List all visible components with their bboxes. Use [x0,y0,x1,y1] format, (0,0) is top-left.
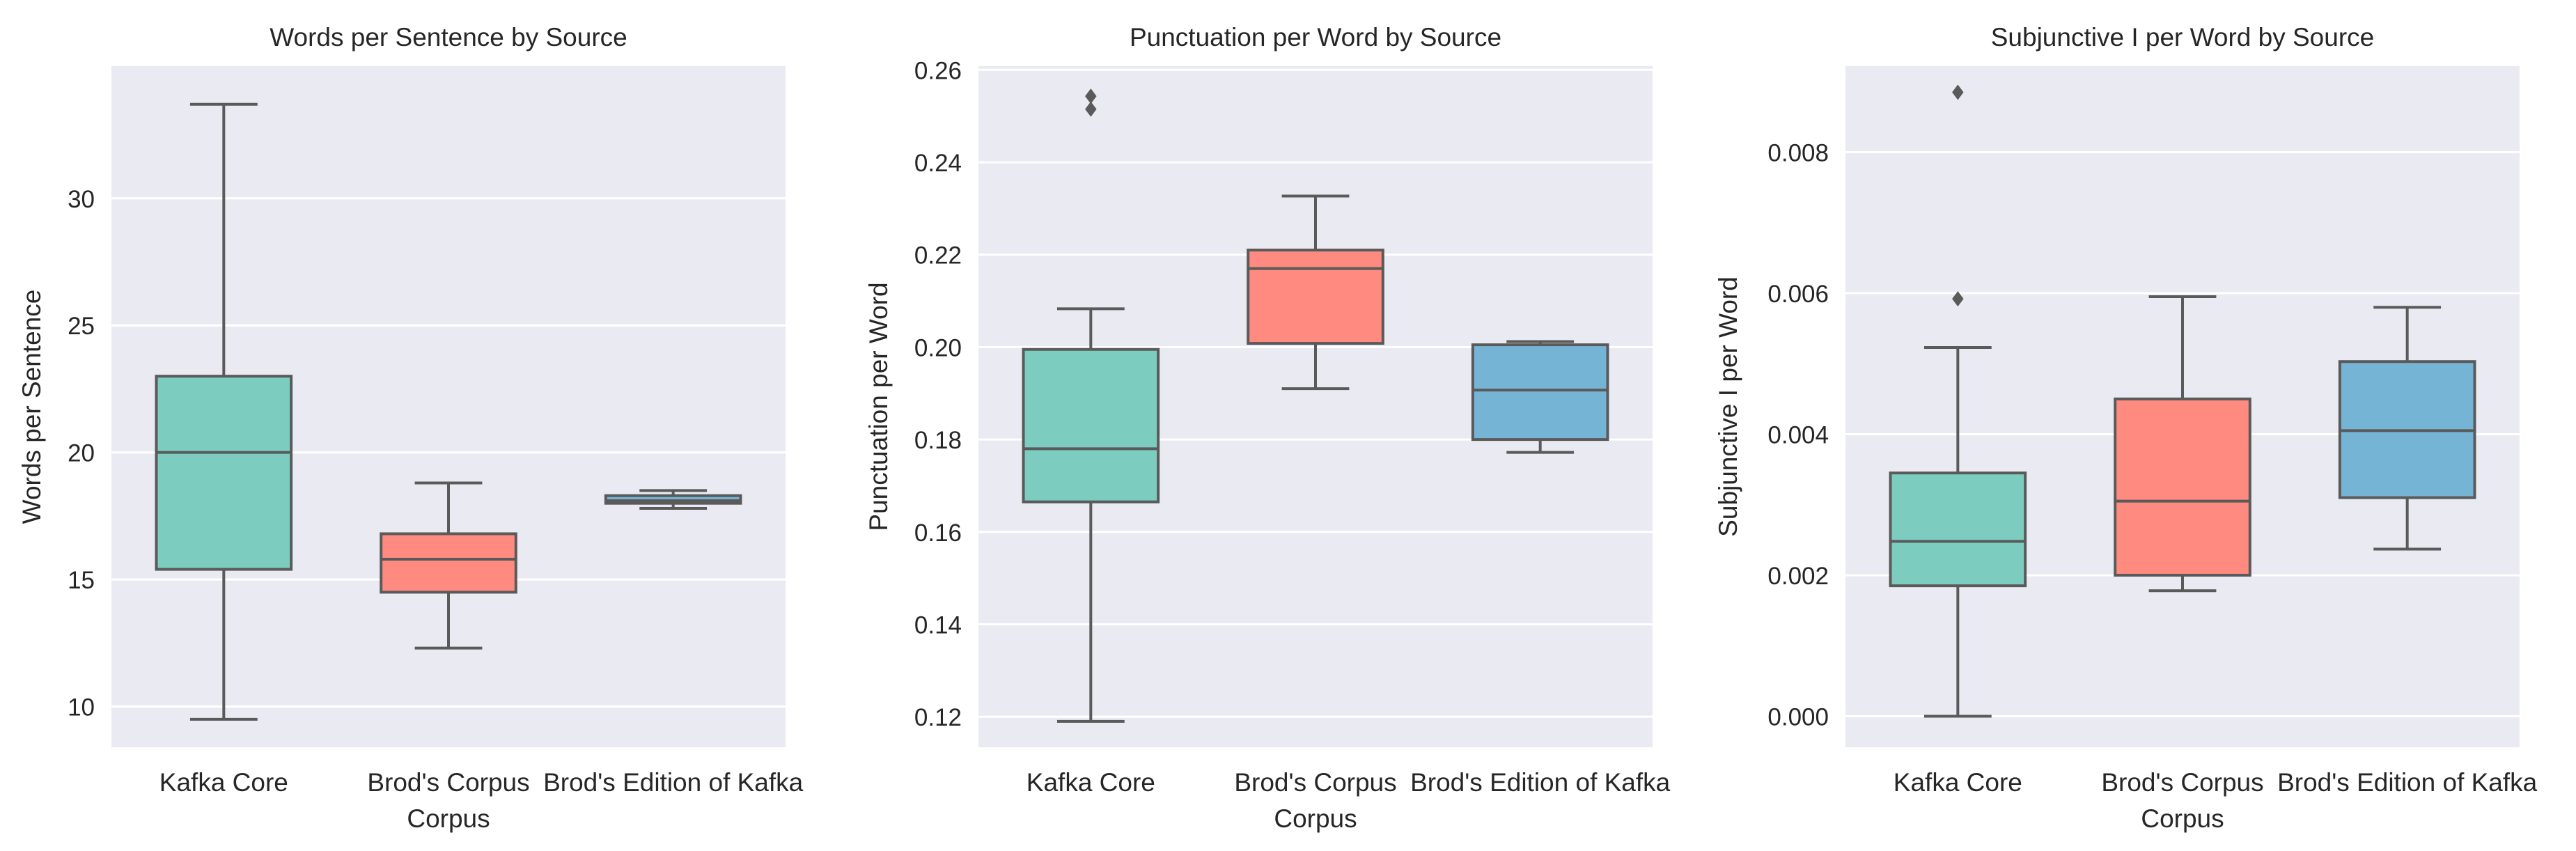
y-axis-label: Punctuation per Word [864,282,893,531]
chart-title: Words per Sentence by Source [270,23,627,52]
y-tick-label: 0.20 [914,334,962,361]
x-tick-label: Brod's Corpus [1234,768,1396,797]
y-tick-label: 30 [68,186,95,213]
box-3 [2338,306,2476,551]
outlier-point [1085,101,1097,117]
x-tick-label: Brod's Edition of Kafka [2277,768,2538,797]
x-tick-label: Kafka Core [1894,768,2022,797]
y-tick-label: 0.000 [1767,703,1829,731]
iqr-box [1022,348,1160,503]
x-axis-label: Corpus [407,804,490,833]
outlier-point [1952,291,1964,307]
y-tick-labels: 10 15 20 25 30 [68,186,95,721]
iqr-box [2114,397,2251,577]
x-tick-labels: Kafka Core Brod's Corpus Brod's Edition of… [159,768,804,797]
y-tick-label: 0.26 [914,57,962,84]
box-2 [1247,194,1384,391]
x-tick-labels: Kafka Core Brod's Corpus Brod's Edition of… [1894,768,2538,797]
chart-panel-punctuation-per-word: 0.12 0.14 0.16 0.18 0.20 0.22 0.24 0.26 Kafka C… [864,23,1671,833]
x-axis-label: Corpus [2141,804,2224,833]
chart-panel-words-per-sentence: 10 15 20 25 30 Kafka Core Brod's Corpus Brod's… [17,23,804,833]
iqr-box [155,375,293,571]
box-3 [604,489,742,510]
box-1 [1889,84,2027,718]
box-1 [1022,88,1160,723]
box-2 [380,481,517,650]
y-tick-label: 0.24 [914,150,962,177]
y-tick-labels: 0.000 0.002 0.004 0.006 0.008 [1767,140,1829,731]
box-3 [1471,340,1609,454]
boxes [1022,88,1609,723]
iqr-box [1471,343,1609,442]
y-tick-label: 0.008 [1767,140,1829,167]
box-1 [155,102,293,721]
y-tick-label: 25 [68,313,95,340]
outlier-point [1085,88,1097,104]
x-tick-label: Kafka Core [1027,768,1155,797]
y-tick-label: 15 [68,567,95,594]
x-tick-label: Brod's Edition of Kafka [1410,768,1671,797]
y-axis-label: Words per Sentence [17,290,46,524]
y-tick-label: 0.002 [1767,563,1829,590]
y-tick-label: 0.18 [914,427,962,454]
boxes [1889,84,2476,718]
y-tick-label: 0.22 [914,242,962,270]
chart-title: Subjunctive I per Word by Source [1991,23,2374,52]
boxes [155,102,742,721]
y-tick-labels: 0.12 0.14 0.16 0.18 0.20 0.22 0.24 0.26 [914,57,962,731]
y-tick-label: 0.12 [914,704,962,731]
x-tick-label: Kafka Core [159,768,288,797]
iqr-box [1889,471,2027,588]
y-tick-label: 0.006 [1767,281,1829,308]
x-axis-label: Corpus [1274,804,1357,833]
x-tick-label: Brod's Edition of Kafka [543,768,804,797]
y-tick-label: 0.004 [1767,421,1829,448]
iqr-box [1247,249,1384,345]
chart-title: Punctuation per Word by Source [1130,23,1501,52]
y-tick-label: 0.14 [914,612,962,639]
iqr-box [380,532,517,594]
chart-panel-subjunctive-per-word: 0.000 0.002 0.004 0.006 0.008 Kafka Core Brod… [1714,23,2538,833]
outlier-point [1952,84,1964,100]
y-axis-label: Subjunctive I per Word [1714,276,1742,537]
y-tick-label: 20 [68,440,95,467]
box-2 [2114,295,2251,593]
x-tick-label: Brod's Corpus [2101,768,2263,797]
x-tick-label: Brod's Corpus [367,768,529,797]
x-tick-labels: Kafka Core Brod's Corpus Brod's Edition of… [1027,768,1671,797]
y-tick-label: 0.16 [914,520,962,547]
y-tick-label: 10 [68,694,95,721]
